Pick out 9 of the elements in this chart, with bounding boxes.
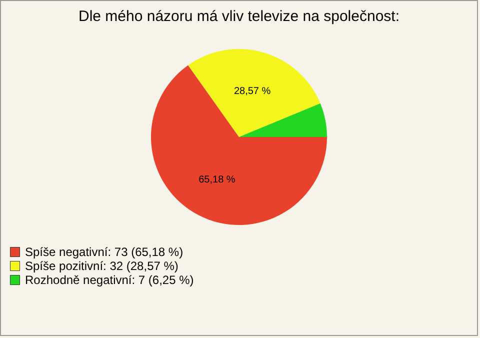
data-label: 65,18 % [198,174,236,186]
pie-slice [151,65,327,225]
legend-label: Spíše negativní: 73 (65,18 %) [25,245,184,259]
data-label: 28,57 % [234,86,271,97]
pie-slice [188,49,320,137]
chart-title: Dle mého názoru má vliv televize na společnost: [78,8,400,25]
pie-slice [239,103,327,137]
legend-label: Rozhodně negativní: 7 (6,25 %) [25,273,194,287]
legend-label: Spíše pozitivní: 32 (28,57 %) [25,259,178,273]
